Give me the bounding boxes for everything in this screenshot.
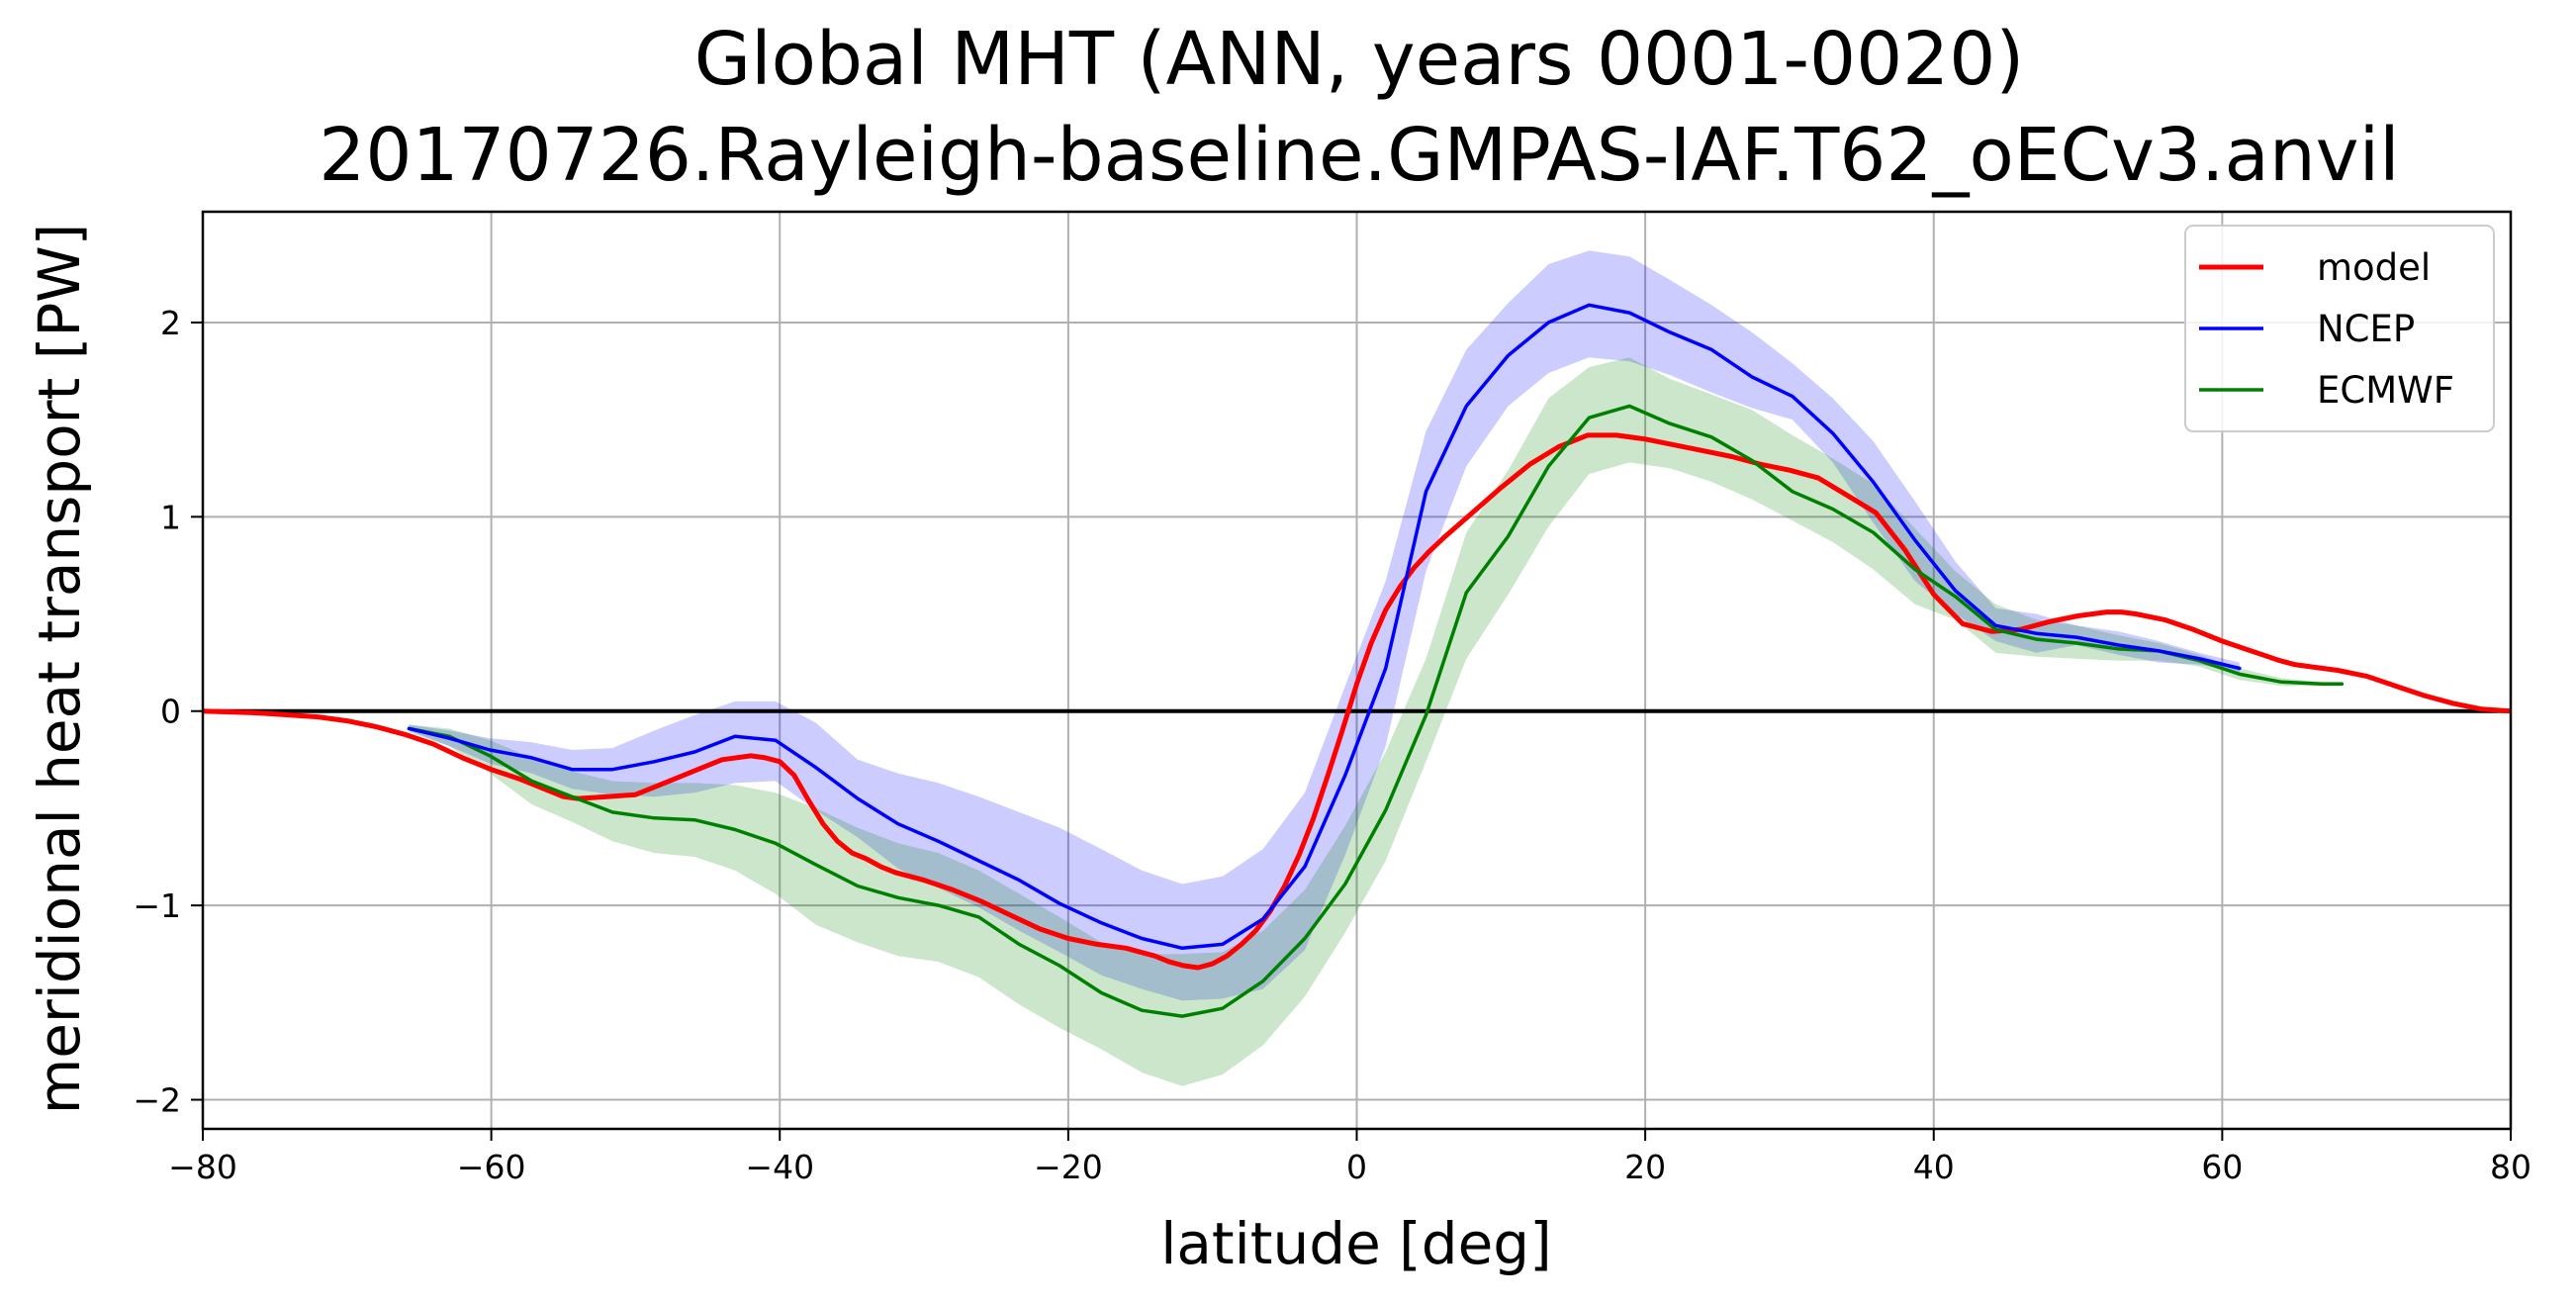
legend-label-ncep: NCEP	[2317, 308, 2415, 350]
x-tick-label: −80	[168, 1148, 237, 1186]
ncep-line	[407, 303, 2242, 951]
ecmwf-line	[407, 404, 2345, 1018]
x-tick-label: −20	[1034, 1148, 1103, 1186]
legend-box	[2184, 225, 2495, 432]
y-tick-label: 2	[160, 304, 181, 342]
ecmwf-band	[409, 357, 2343, 1086]
x-axis-label: latitude [deg]	[1160, 1210, 1552, 1277]
ncep-band	[409, 250, 2240, 1001]
legend-label-model: model	[2317, 246, 2431, 289]
y-tick-label: 1	[160, 498, 181, 536]
x-tick-label: 60	[2201, 1148, 2243, 1186]
y-tick-label: −2	[133, 1081, 181, 1120]
chart-title: Global MHT (ANN, years 0001-0020)	[694, 17, 2024, 102]
uncertainty-bands	[409, 250, 2343, 1086]
y-axis-label: meridional heat transport [PW]	[26, 224, 93, 1115]
y-tick-label: −1	[133, 886, 181, 925]
x-tick-label: 20	[1624, 1148, 1666, 1186]
y-tick-label: 0	[160, 693, 181, 731]
x-tick-label: 80	[2490, 1148, 2531, 1186]
x-tick-label: 0	[1346, 1148, 1367, 1186]
model-line	[203, 432, 2511, 971]
x-tick-label: −60	[457, 1148, 526, 1186]
legend-label-ecmwf: ECMWF	[2317, 369, 2454, 412]
series-lines	[203, 303, 2511, 1018]
legend: model NCEP ECMWF	[2184, 225, 2495, 432]
axis-ticks: −80 −60 −40 −20 0 20 40 60 80 −2 −1 0 1 2	[133, 304, 2531, 1186]
x-tick-label: 40	[1913, 1148, 1955, 1186]
x-tick-label: −40	[745, 1148, 814, 1186]
chart-subtitle: 20170726.Rayleigh-baseline.GMPAS-IAF.T62…	[319, 113, 2399, 198]
